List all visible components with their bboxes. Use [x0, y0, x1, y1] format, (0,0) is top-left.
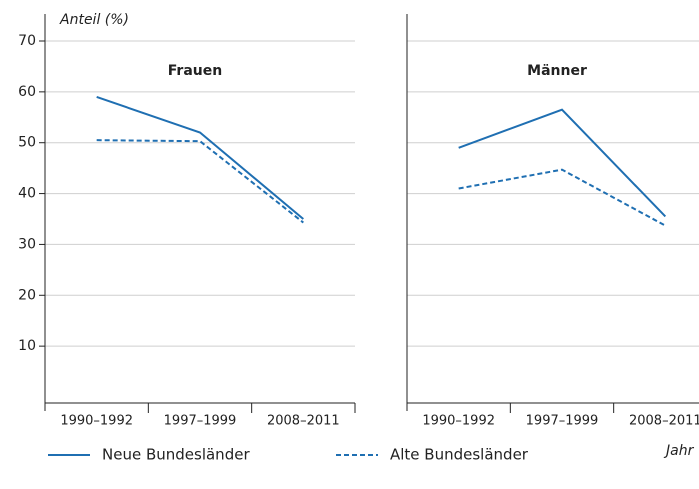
data-line [96, 95, 304, 220]
x-tick-label: 1990–1992 [422, 414, 495, 429]
y-tick-label: 20 [18, 287, 36, 303]
y-tick-label: 30 [18, 236, 36, 252]
y-tick-label: 10 [18, 338, 36, 354]
panel-title: Frauen [168, 63, 222, 79]
data-line [458, 108, 667, 218]
legend-label: Neue Bundesländer [102, 446, 250, 464]
x-tick-label: 2008–2011 [629, 414, 699, 429]
x-tick-label: 1997–1999 [526, 414, 599, 429]
x-tick-label: 1990–1992 [60, 414, 133, 429]
data-line [458, 168, 666, 227]
y-axis-label: Anteil (%) [59, 12, 129, 28]
x-axis-label: Jahr [663, 443, 695, 459]
x-tick-label: 2008–2011 [267, 414, 340, 429]
x-tick-label: 1997–1999 [164, 414, 237, 429]
y-tick-label: 40 [18, 186, 36, 202]
data-line [96, 139, 304, 224]
panel-title: Männer [527, 63, 587, 79]
legend-label: Alte Bundesländer [390, 446, 529, 464]
y-tick-label: 70 [18, 33, 36, 49]
y-tick-label: 60 [18, 84, 36, 100]
y-tick-label: 50 [18, 135, 36, 151]
